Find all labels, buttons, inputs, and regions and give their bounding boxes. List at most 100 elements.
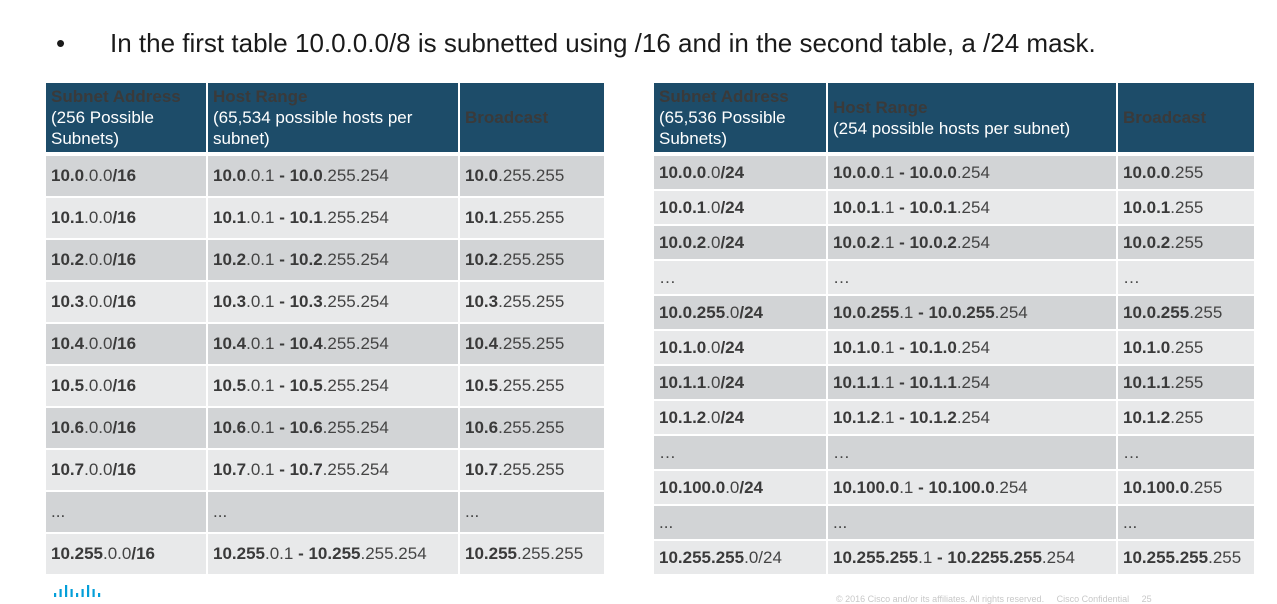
bullet-line: • In the first table 10.0.0.0/8 is subnet…: [56, 28, 1096, 59]
cell-text-segment: 10.2: [213, 250, 247, 269]
cell-text-segment: 10.5: [213, 376, 247, 395]
cell-text-segment: .255.254: [322, 418, 389, 437]
cell-text-segment: 10.6: [213, 418, 247, 437]
subnet-address-cell: 10.100.0.0/24: [654, 470, 828, 506]
cell-text-segment: .0.0: [84, 166, 113, 185]
cell-text-segment: .255.254: [322, 334, 389, 353]
broadcast-cell: 10.1.1.255: [1117, 365, 1254, 401]
subnet-address-cell: 10.255.255.0/24: [654, 540, 828, 576]
table-row: 10.3.0.0/16 10.3.0.1 - 10.3.255.254 10.3.2…: [46, 281, 604, 324]
host-range-cell: …: [827, 260, 1118, 296]
cell-text-segment: /24: [739, 477, 764, 497]
cell-text-segment: .255.255: [498, 208, 565, 227]
cell-text-segment: .0.1: [246, 292, 280, 311]
cell-text-segment: 10.4: [213, 334, 247, 353]
cell-text-segment: 10.0.1: [833, 197, 881, 217]
cell-text-segment: /16: [112, 166, 137, 185]
header-subtitle: (256 Possible Subnets): [51, 108, 155, 148]
table-row: 10.0.255.0/24 10.0.255.1 - 10.0.255.254 10…: [654, 295, 1254, 331]
table-row: 10.1.2.0/24 10.1.2.1 - 10.1.2.254 10.1.2.2…: [654, 400, 1254, 436]
cell-text-segment: 10.0.1: [1123, 197, 1171, 217]
cell-text-segment: 10.255: [213, 544, 265, 563]
host-range-cell: 10.1.0.1 - 10.1.0.254: [827, 330, 1118, 366]
host-range-cell: 10.7.0.1 - 10.7.255.254: [207, 449, 460, 492]
broadcast-cell: 10.5.255.255: [459, 365, 604, 408]
cell-text-segment: .255.254: [322, 292, 389, 311]
broadcast-cell: 10.1.255.255: [459, 197, 604, 240]
cell-text-segment: .255: [1170, 232, 1204, 252]
cell-text-segment: .255.254: [322, 460, 389, 479]
host-range-cell: 10.1.1.1 - 10.1.1.254: [827, 365, 1118, 401]
cell-text-segment: 10.5: [465, 376, 499, 395]
footer: © 2016 Cisco and/or its affiliates. All …: [836, 594, 1162, 604]
cell-text-segment: 10.0: [51, 166, 85, 185]
cell-text-segment: /16: [112, 376, 137, 395]
host-range-cell: 10.255.255.1 - 10.2255.255.254: [827, 540, 1118, 576]
cell-text-segment: .255.255: [498, 460, 565, 479]
cell-text-segment: .1: [880, 162, 900, 182]
header-title: Host Range: [833, 97, 928, 117]
bullet-text: In the first table 10.0.0.0/8 is subnett…: [110, 28, 1096, 58]
cell-text-segment: 10.6: [51, 418, 85, 437]
host-range-cell: 10.4.0.1 - 10.4.255.254: [207, 323, 460, 366]
broadcast-cell: …: [1117, 435, 1254, 471]
cell-text-segment: 10.3: [465, 292, 499, 311]
cell-text-segment: .0.0: [84, 418, 113, 437]
broadcast-cell: 10.3.255.255: [459, 281, 604, 324]
table-row: 10.4.0.0/16 10.4.0.1 - 10.4.255.254 10.4.2…: [46, 323, 604, 366]
cell-text-segment: .254: [1041, 547, 1076, 567]
cell-text-segment: .1: [880, 232, 900, 252]
table-row: 10.0.1.0/24 10.0.1.1 - 10.0.1.254 10.0.1.2…: [654, 190, 1254, 226]
subnet-address-cell: 10.5.0.0/16: [46, 365, 208, 408]
cell-text-segment: .0/24: [744, 547, 782, 567]
table-row: 10.5.0.0/16 10.5.0.1 - 10.5.255.254 10.5.2…: [46, 365, 604, 408]
subnet-address-cell: 10.255.0.0/16: [46, 533, 208, 576]
cell-text-segment: .255: [1170, 197, 1204, 217]
cell-text-segment: .255.255: [498, 250, 565, 269]
cell-text-segment: .0.1: [246, 166, 280, 185]
cell-text-segment: .255: [1170, 372, 1204, 392]
subnet-address-cell: 10.0.0.0/16: [46, 154, 208, 198]
cell-text-segment: 10.100.0: [833, 477, 900, 497]
cell-text-segment: 10.0.0: [833, 162, 881, 182]
header-title: Host Range: [213, 87, 308, 106]
cell-text-segment: .0: [725, 477, 740, 497]
cell-text-segment: - 10.100.0: [918, 477, 995, 497]
table-header-row: Subnet Address (65,536 Possible Subnets) …: [654, 83, 1254, 156]
cell-text-segment: /16: [112, 208, 137, 227]
cell-text-segment: …: [833, 267, 850, 287]
cell-text-segment: .0.1: [246, 208, 280, 227]
cell-text-segment: ...: [833, 512, 848, 532]
subnet-address-cell: 10.3.0.0/16: [46, 281, 208, 324]
cell-text-segment: ...: [465, 502, 480, 521]
cell-text-segment: .0.1: [246, 250, 280, 269]
cell-text-segment: 10.2: [465, 250, 499, 269]
cell-text-segment: /24: [720, 337, 745, 357]
table-row: 10.100.0.0/24 10.100.0.1 - 10.100.0.254 10…: [654, 470, 1254, 506]
table-row: ………: [654, 435, 1254, 471]
cell-text-segment: .0.0: [84, 208, 113, 227]
table-row: 10.0.2.0/24 10.0.2.1 - 10.0.2.254 10.0.2.2…: [654, 225, 1254, 261]
cell-text-segment: 10.100.0: [1123, 477, 1190, 497]
cell-text-segment: …: [659, 442, 676, 462]
subnet-address-cell: 10.6.0.0/16: [46, 407, 208, 450]
host-range-cell: 10.3.0.1 - 10.3.255.254: [207, 281, 460, 324]
cell-text-segment: .0.1: [265, 544, 299, 563]
cell-text-segment: /16: [112, 250, 137, 269]
table-row: 10.2.0.0/16 10.2.0.1 - 10.2.255.254 10.2.2…: [46, 239, 604, 282]
cell-text-segment: .0.0: [84, 460, 113, 479]
broadcast-cell: 10.6.255.255: [459, 407, 604, 450]
cell-text-segment: .0.0: [84, 334, 113, 353]
cell-text-segment: /16: [112, 292, 137, 311]
cell-text-segment: - 10.1.1: [899, 372, 957, 392]
header-subtitle: (254 possible hosts per subnet): [833, 118, 1071, 138]
broadcast-cell: 10.255.255.255: [1117, 540, 1254, 576]
broadcast-cell: 10.0.255.255: [459, 154, 604, 198]
host-range-cell: 10.0.1.1 - 10.0.1.254: [827, 190, 1118, 226]
subnet-table-24: Subnet Address (65,536 Possible Subnets) …: [654, 83, 1254, 576]
broadcast-cell: 10.1.0.255: [1117, 330, 1254, 366]
subnet-address-cell: 10.0.2.0/24: [654, 225, 828, 261]
table-row: .........: [654, 505, 1254, 541]
cell-text-segment: 10.0.255: [833, 302, 900, 322]
cell-text-segment: .0: [706, 407, 721, 427]
